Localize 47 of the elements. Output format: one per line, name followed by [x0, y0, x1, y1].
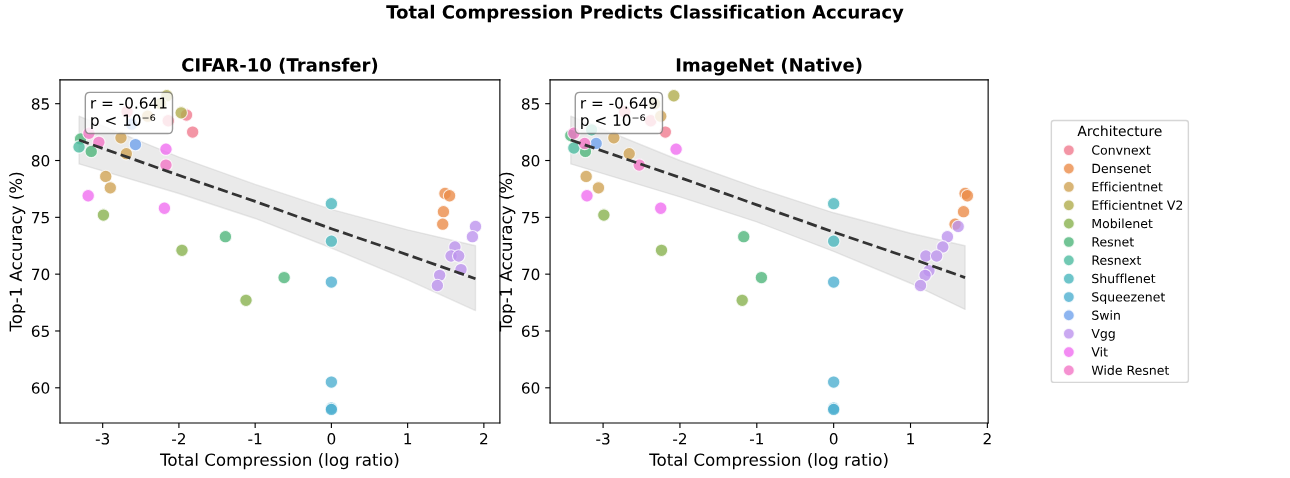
- legend-label: Wide Resnet: [1091, 365, 1170, 375]
- y-tick-label: 85: [521, 98, 539, 110]
- x-tick-label: 1: [907, 433, 914, 445]
- x-tick-label: -3: [596, 433, 610, 445]
- legend-label: Mobilenet: [1092, 218, 1153, 229]
- annotation: r = -0.641 p < 10⁻⁶: [91, 97, 167, 129]
- legend-title: Architecture: [1077, 125, 1162, 137]
- y-tick-label: 70: [32, 268, 50, 281]
- x-tick-label: 1: [404, 433, 412, 445]
- text: Total Compression Predicts Classification Accuracy: [386, 4, 904, 23]
- y-axis-title: Top-1 Accuracy (%): [499, 172, 516, 332]
- y-tick-label: 70: [522, 268, 540, 281]
- y-axis-title: Top-1 Accuracy (%): [9, 172, 26, 332]
- legend-label: Vit: [1091, 346, 1108, 357]
- legend-label: Vgg: [1091, 329, 1115, 341]
- legend-label: Shufflenet: [1092, 273, 1156, 284]
- y-tick-label: 80: [31, 154, 50, 167]
- y-tick-label: 60: [31, 382, 50, 394]
- x-axis-title: Total Compression (log ratio): [159, 453, 399, 470]
- x-tick-label: 0: [327, 433, 336, 445]
- x-axis-title: Total Compression (log ratio): [649, 453, 888, 470]
- legend-label: Swin: [1092, 310, 1120, 320]
- x-tick-label: -3: [95, 433, 110, 445]
- y-tick-label: 65: [31, 325, 49, 337]
- x-tick-label: -1: [749, 433, 764, 445]
- x-tick-label: 0: [829, 433, 838, 445]
- legend-label: Densenet: [1092, 163, 1151, 174]
- y-tick-label: 65: [521, 325, 539, 337]
- chart-title: ImageNet (Native): [676, 57, 862, 76]
- legend-label: Squeezenet: [1092, 292, 1165, 305]
- legend-label: Efficientnet V2: [1092, 200, 1183, 210]
- y-tick-label: 85: [31, 98, 49, 110]
- annotation: r = -0.649 p < 10⁻⁶: [581, 97, 657, 129]
- y-tick-label: 75: [522, 212, 539, 224]
- x-tick-label: 2: [480, 433, 488, 445]
- legend-label: Convnext: [1092, 145, 1151, 155]
- y-tick-label: 75: [32, 212, 49, 224]
- y-tick-label: 60: [521, 382, 540, 394]
- x-tick-label: -2: [172, 433, 185, 445]
- x-tick-label: 2: [983, 433, 991, 445]
- legend-label: Efficientnet: [1092, 181, 1163, 192]
- legend-label: Resnet: [1092, 237, 1134, 247]
- y-tick-label: 80: [521, 154, 540, 167]
- x-tick-label: -2: [673, 433, 687, 445]
- chart-title: CIFAR-10 (Transfer): [182, 57, 378, 74]
- legend-label: Resnext: [1092, 255, 1142, 265]
- x-tick-label: -1: [248, 433, 262, 445]
